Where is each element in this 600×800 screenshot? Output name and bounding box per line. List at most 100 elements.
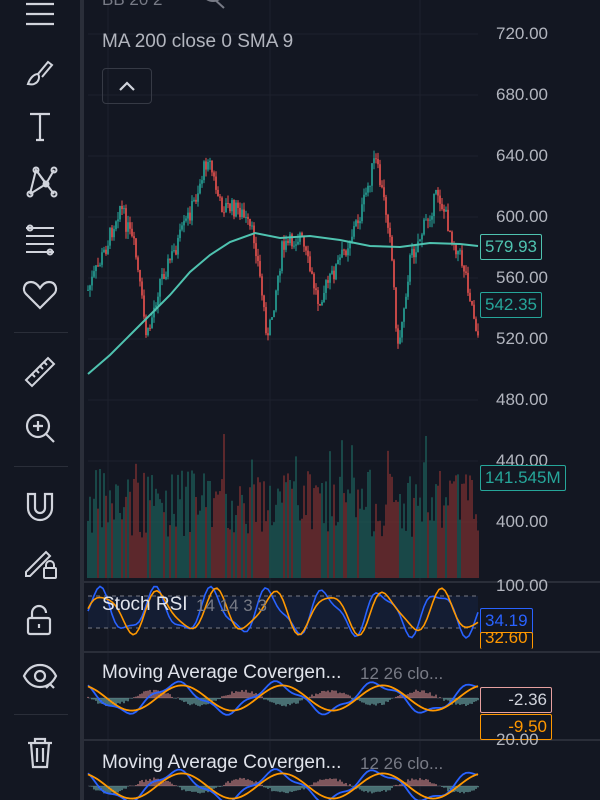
- macd2-histogram-bar: [167, 780, 169, 786]
- candle-body: [233, 200, 235, 217]
- volume-bar: [217, 494, 219, 578]
- volume-bar: [201, 495, 203, 578]
- volume-bar: [175, 526, 177, 578]
- macd1-histogram-bar: [357, 698, 359, 701]
- candle-body: [389, 227, 391, 237]
- macd1-histogram-bar: [171, 696, 173, 698]
- drawing-toolbar: [0, 0, 80, 800]
- volume-bar: [187, 471, 189, 578]
- macd1-histogram-bar: [415, 689, 417, 698]
- ma-indicator-label[interactable]: MA 200 close 0 SMA 9: [102, 31, 294, 52]
- volume-bar: [145, 532, 147, 578]
- macd2-histogram-bar: [125, 786, 127, 789]
- macd2-histogram-bar: [285, 786, 287, 794]
- macd1-histogram-bar: [213, 698, 215, 701]
- volume-bar: [335, 525, 337, 578]
- macd2-histogram-bar: [375, 786, 377, 792]
- macd1-histogram-bar: [311, 694, 313, 698]
- macd1-histogram-bar: [399, 695, 401, 698]
- macd2-histogram-bar: [175, 785, 177, 786]
- brush-icon[interactable]: [18, 50, 62, 94]
- lock-drawing-icon[interactable]: [18, 540, 62, 584]
- macd2-histogram-bar: [281, 786, 283, 792]
- macd1-histogram-bar: [443, 698, 445, 701]
- macd1-histogram-bar: [439, 697, 441, 698]
- pattern-icon[interactable]: [18, 160, 62, 204]
- macd2-title[interactable]: Moving Average Covergen...: [102, 752, 342, 773]
- macd1-histogram-bar: [293, 698, 295, 703]
- moving-average-line: [87, 231, 479, 375]
- zoom-in-icon[interactable]: [18, 406, 62, 450]
- volume-bar: [163, 512, 165, 578]
- magnet-icon[interactable]: [18, 484, 62, 528]
- eye-icon[interactable]: [18, 654, 62, 698]
- candle-body: [93, 271, 95, 277]
- volume-bar: [385, 504, 387, 578]
- bb-indicator-label: BB 20 2: [102, 0, 163, 10]
- hidden-eye-icon[interactable]: [198, 0, 228, 17]
- macd1-histogram-bar: [239, 691, 241, 698]
- macd1-histogram-bar: [387, 698, 389, 702]
- macd2-histogram-bar: [417, 780, 419, 786]
- macd1-histogram-bar: [237, 691, 239, 698]
- macd1-histogram-bar: [325, 691, 327, 698]
- volume-bar: [341, 440, 343, 578]
- volume-bar: [409, 476, 411, 578]
- volume-bar: [161, 502, 163, 578]
- candle-body: [331, 270, 333, 274]
- candle-body: [123, 208, 125, 210]
- candle-body: [353, 226, 355, 237]
- macd1-histogram-bar: [273, 698, 275, 703]
- volume-bar: [265, 521, 267, 578]
- macd1-histogram-bar: [87, 696, 89, 698]
- candle-body: [267, 333, 269, 336]
- ruler-icon[interactable]: [18, 350, 62, 394]
- macd2-histogram-bar: [105, 786, 107, 794]
- menu-icon[interactable]: [18, 0, 62, 36]
- candle-body: [475, 318, 477, 332]
- macd2-histogram-bar: [277, 786, 279, 792]
- macd1-title[interactable]: Moving Average Covergen...: [102, 662, 342, 683]
- stoch-d-line: [87, 587, 479, 637]
- volume-bar: [213, 498, 215, 578]
- macd2-histogram-bar: [413, 779, 415, 786]
- volume-bar: [153, 505, 155, 578]
- candle-body: [327, 280, 329, 283]
- macd1-histogram-bar: [447, 698, 449, 701]
- stoch-title[interactable]: Stoch RSI: [102, 594, 188, 615]
- macd1-histogram-bar: [427, 693, 429, 698]
- macd2-histogram-bar: [193, 786, 195, 792]
- volume-bar: [209, 480, 211, 578]
- volume-bar: [431, 497, 433, 578]
- macd2-histogram-bar: [465, 786, 467, 793]
- candle-body: [177, 238, 179, 255]
- macd2-histogram-bar: [117, 786, 119, 793]
- candle-body: [239, 207, 241, 218]
- macd2-params: 12 26 clo...: [360, 754, 444, 773]
- macd2-histogram-bar: [225, 782, 227, 786]
- candle-body: [129, 222, 131, 229]
- macd1-histogram-bar: [113, 698, 115, 706]
- macd2-histogram-bar: [269, 786, 271, 789]
- trash-icon[interactable]: [18, 730, 62, 774]
- macd2-histogram-bar: [449, 786, 451, 790]
- candle-body: [243, 209, 245, 218]
- candle-body: [357, 220, 359, 224]
- candle-body: [171, 251, 173, 261]
- macd2-histogram-bar: [163, 781, 165, 786]
- volume-bar: [121, 519, 123, 578]
- volume-bar: [133, 478, 135, 578]
- heart-icon[interactable]: [18, 272, 62, 316]
- candle-body: [281, 241, 283, 271]
- candle-body: [309, 256, 311, 272]
- text-icon[interactable]: [18, 104, 62, 148]
- collapse-indicators-button[interactable]: [102, 68, 152, 104]
- candle-body: [139, 269, 141, 282]
- volume-bar: [259, 482, 261, 578]
- candle-body: [397, 328, 399, 344]
- candle-body: [367, 185, 369, 193]
- unlock-icon[interactable]: [18, 598, 62, 642]
- macd2-histogram-bar: [121, 786, 123, 791]
- fib-icon[interactable]: [18, 216, 62, 260]
